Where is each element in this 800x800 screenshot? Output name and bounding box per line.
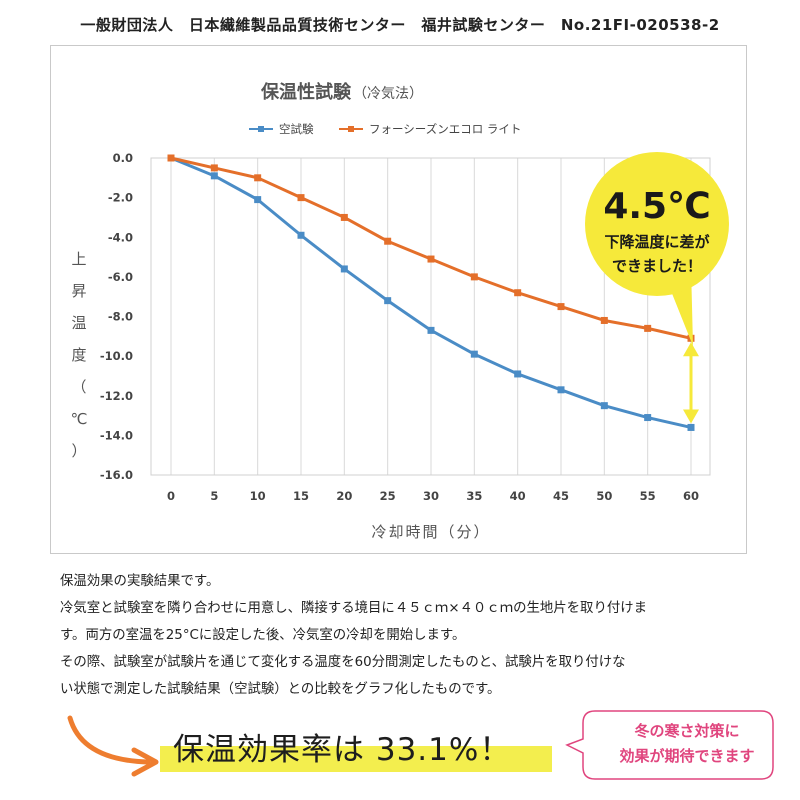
y-axis-label-char: 上 [71,250,86,268]
data-point [384,297,392,305]
data-point [644,324,652,332]
result-text: 保温効果率は 33.1%！ [173,732,512,768]
report-header: 一般財団法人 日本繊維製品品質技術センター 福井試験センター No.21FI-0… [80,16,720,34]
data-point [297,231,305,239]
data-point [427,326,435,334]
y-axis-ticks: 0.0 -2.0 -4.0 -6.0 -8.0 -10.0 -12.0 -14.0 -16.0 [100,151,133,482]
x-tick-label: 10 [250,489,266,503]
speech-bubble-shape [565,710,774,780]
data-point [600,402,608,410]
x-axis-ticks: 0 5 10 15 20 25 30 35 40 45 50 55 60 [167,489,699,503]
difference-annotation: 4.5℃ 下降温度に差が できました！ [585,152,729,346]
callout-line2: 効果が期待できます [619,747,755,765]
annotation-line1: 下降温度に差が [604,233,710,251]
x-axis-label: 冷却時間（分） [371,523,490,541]
y-tick-label: -10.0 [100,349,133,363]
y-tick-label: -8.0 [108,310,133,324]
data-point [210,172,218,180]
legend-label: フォーシーズンエコロ ライト [369,122,521,136]
y-tick-label: -12.0 [100,389,133,403]
speech-bubble: 冬の寒さ対策に 効果が期待できます [565,707,777,783]
legend-marker [258,126,264,132]
x-tick-label: 15 [293,489,309,503]
y-axis-label-char: （ [71,378,86,396]
y-tick-label: -6.0 [108,270,133,284]
y-tick-label: -16.0 [100,468,133,482]
x-tick-label: 60 [683,489,699,503]
data-point [254,196,262,204]
x-tick-label: 20 [336,489,352,503]
arrow-down-icon [683,409,699,424]
description-line: その際、試験室が試験片を通じて変化する温度を60分間測定したものと、試験片を取り… [60,655,626,670]
chart-panel: 保温性試験 （冷気法） 空試験 フォーシーズンエコロ ライト 0.0 -2.0 -4.… [50,45,747,554]
difference-arrow [683,342,699,424]
plot-area-border [150,157,711,476]
callout-line1: 冬の寒さ対策に [634,722,740,740]
description-line: 冷気室と試験室を隣り合わせに用意し、隣接する境目に４５ｃｍ×４０ｃｍの生地片を取… [60,601,648,616]
annotation-circle [585,152,729,296]
x-tick-label: 55 [640,489,656,503]
data-point [427,255,435,263]
x-tick-label: 40 [510,489,526,503]
x-tick-label: 35 [466,489,482,503]
annotation-line2: できました！ [612,257,702,275]
curved-arrow-icon [67,715,159,777]
data-point [470,350,478,358]
data-point [557,386,565,394]
y-tick-label: -14.0 [100,428,133,442]
data-point [384,237,392,245]
chart-series [167,154,695,431]
data-point [297,194,305,202]
y-axis-label-char: ℃ [71,410,88,428]
data-point [470,273,478,281]
annotation-value: 4.5℃ [603,186,710,227]
data-point [340,213,348,221]
x-tick-label: 30 [423,489,439,503]
description-line: い状態で測定した試験結果（空試験）との比較をグラフ化したものです。 [60,682,501,697]
data-point [514,289,522,297]
data-point [687,423,695,431]
x-tick-label: 45 [553,489,569,503]
legend-label: 空試験 [279,122,314,136]
data-point [557,303,565,311]
x-tick-label: 5 [210,489,218,503]
data-point [210,164,218,172]
description-line: す。両方の室温を25°Cに設定した後、冷気室の冷却を開始します。 [60,628,466,643]
x-tick-label: 50 [596,489,612,503]
callout-text: 冬の寒さ対策に 効果が期待できます [597,719,777,769]
data-point [254,174,262,182]
data-point [167,154,175,162]
chart-legend: 空試験 フォーシーズンエコロ ライト [249,122,521,136]
y-tick-label: 0.0 [113,151,133,165]
chart-svg: 保温性試験 （冷気法） 空試験 フォーシーズンエコロ ライト 0.0 -2.0 -4.… [71,81,729,541]
chart-title: 保温性試験 [260,81,352,103]
description: 保温効果の実験結果です。 冷気室と試験室を隣り合わせに用意し、隣接する境目に４５… [60,568,760,703]
data-point [600,316,608,324]
arrow-up-icon [683,342,699,357]
legend-marker [348,126,354,132]
y-tick-label: -4.0 [108,230,133,244]
chart-subtitle: （冷気法） [353,86,423,102]
y-axis-label-char: 度 [71,346,86,364]
y-axis-label-char: 昇 [71,282,86,300]
y-axis-label-char: ） [71,442,86,460]
data-point [340,265,348,273]
x-tick-label: 0 [167,489,175,503]
y-tick-label: -2.0 [108,191,133,205]
data-point [514,370,522,378]
description-line: 保温効果の実験結果です。 [60,574,220,589]
result-banner: 保温効果率は 33.1%！ [155,724,555,772]
data-point [644,414,652,422]
x-tick-label: 25 [380,489,396,503]
y-axis-label-char: 温 [71,314,86,332]
result-highlight [160,746,552,772]
